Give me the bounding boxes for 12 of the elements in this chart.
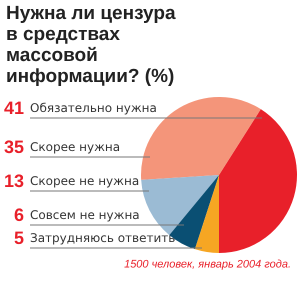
slice-label: Затрудняюсь ответить bbox=[30, 231, 176, 245]
data-label: 35 bbox=[4, 137, 24, 157]
slice-label: Обязательно нужна bbox=[30, 101, 157, 115]
slice-label: Скорее не нужна bbox=[30, 174, 140, 188]
data-label: 13 bbox=[4, 171, 24, 191]
slice-label: Скорее нужна bbox=[30, 140, 120, 154]
data-label: 41 bbox=[4, 98, 24, 118]
chart-title: Нужна ли цензура в средствах массовой информации? (%) bbox=[6, 3, 181, 87]
data-label: 6 bbox=[14, 205, 24, 225]
data-label: 5 bbox=[14, 228, 24, 248]
text: 1500 человек, январь 2004 года. bbox=[124, 258, 292, 270]
slice-label: Совсем не нужна bbox=[30, 208, 140, 222]
